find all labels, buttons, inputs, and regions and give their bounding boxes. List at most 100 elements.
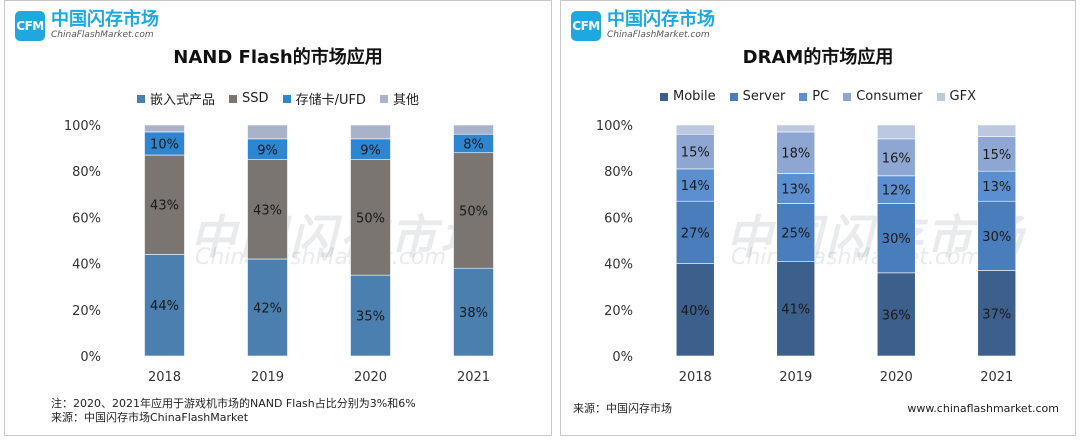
chart-title: NAND Flash的市场应用 xyxy=(173,47,383,68)
data-label: 16% xyxy=(882,151,911,166)
bar-segment xyxy=(977,124,1017,137)
data-label: 38% xyxy=(459,306,488,321)
bar-segment xyxy=(350,274,391,357)
legend-label: 存储卡/UFD xyxy=(295,93,366,108)
chart-legend: 嵌入式产品 SSD 存储卡/UFD 其他 xyxy=(5,89,551,108)
bar-segment xyxy=(675,168,715,202)
dram-chart-panel: CFM 中国闪存市场 ChinaFlashMarket.com DRAM的市场应… xyxy=(560,0,1076,436)
legend-item: 嵌入式产品 xyxy=(137,89,215,108)
cfm-logo-mark: CFM xyxy=(571,11,601,41)
legend-label: GFX xyxy=(949,89,976,104)
bar-segment xyxy=(776,203,816,262)
y-tick-label: 60% xyxy=(604,211,633,226)
bar-segment xyxy=(776,131,816,174)
legend-item: PC xyxy=(799,89,829,104)
logo-en-text: ChinaFlashMarket.com xyxy=(607,30,710,40)
legend-swatch xyxy=(229,94,238,103)
bar-segment xyxy=(247,159,288,260)
bar-segment xyxy=(977,200,1017,271)
data-label: 13% xyxy=(781,183,810,198)
x-tick-label: 2018 xyxy=(679,370,712,385)
legend-item: Consumer xyxy=(843,89,923,104)
legend-label: 嵌入式产品 xyxy=(150,93,216,108)
y-tick-label: 20% xyxy=(604,304,633,319)
legend-swatch xyxy=(799,92,808,101)
data-label: 40% xyxy=(681,304,710,319)
legend-swatch xyxy=(379,94,388,103)
data-label: 43% xyxy=(253,203,282,218)
legend-item: SSD xyxy=(229,89,269,108)
x-tick-label: 2019 xyxy=(251,370,284,385)
data-label: 15% xyxy=(982,148,1011,163)
nand-chart-svg: 0% 20% 40% 60% 80% 100% 44% 43% 10% 2018 42% 43% 9% 2… xyxy=(64,119,494,385)
data-label: 37% xyxy=(982,307,1011,322)
y-tick-label: 60% xyxy=(72,211,101,226)
cfm-logo-mark: CFM xyxy=(15,11,45,41)
data-label: 13% xyxy=(982,180,1011,195)
cfm-logo: CFM 中国闪存市场 ChinaFlashMarket.com xyxy=(15,11,159,41)
data-label: 35% xyxy=(356,310,385,325)
legend-item: GFX xyxy=(936,89,976,104)
data-label: 15% xyxy=(681,146,710,161)
y-tick-label: 0% xyxy=(80,350,101,365)
bar-segment xyxy=(876,203,916,274)
data-label: 27% xyxy=(681,226,710,241)
data-label: 50% xyxy=(459,204,488,219)
legend-swatch xyxy=(936,92,945,101)
x-tick-label: 2018 xyxy=(148,370,181,385)
legend-label: Mobile xyxy=(673,89,716,104)
bar-segment xyxy=(247,124,288,140)
data-label: 18% xyxy=(781,147,810,162)
bar-segment xyxy=(453,124,494,135)
data-label: 36% xyxy=(882,308,911,323)
data-label: 50% xyxy=(356,211,385,226)
bar-segment xyxy=(453,267,494,357)
legend-label: Consumer xyxy=(856,89,923,104)
logo-cn-text: 中国闪存市场 xyxy=(607,9,715,30)
y-tick-label: 80% xyxy=(604,165,633,180)
bar-segment xyxy=(876,138,916,177)
logo-en-text: ChinaFlashMarket.com xyxy=(51,30,154,40)
data-label: 10% xyxy=(150,137,179,152)
bar-segment xyxy=(350,124,391,140)
bar-segment xyxy=(453,152,494,269)
legend-label: Server xyxy=(742,89,786,104)
y-tick-label: 40% xyxy=(72,258,101,273)
data-label: 30% xyxy=(982,230,1011,245)
cfm-logo: CFM 中国闪存市场 ChinaFlashMarket.com xyxy=(571,11,715,41)
data-label: 9% xyxy=(257,143,278,158)
legend-label: PC xyxy=(812,89,830,104)
data-label: 8% xyxy=(463,137,484,152)
chart-legend: Mobile Server PC Consumer GFX xyxy=(561,89,1075,104)
footnote-line-1: 注：2020、2021年应用于游戏机市场的NAND Flash占比分别为3%和6… xyxy=(51,397,416,410)
data-label: 41% xyxy=(781,303,810,318)
legend-swatch xyxy=(282,94,291,103)
bar-segment xyxy=(675,124,715,135)
y-tick-label: 100% xyxy=(64,119,101,134)
legend-item: Mobile xyxy=(660,89,716,104)
bar-segment xyxy=(876,272,916,357)
legend-swatch xyxy=(137,94,146,103)
data-label: 30% xyxy=(882,232,911,247)
x-tick-label: 2020 xyxy=(354,370,387,385)
legend-item: 其他 xyxy=(379,89,419,108)
logo-cn-text: 中国闪存市场 xyxy=(51,9,159,30)
y-tick-label: 20% xyxy=(72,304,101,319)
legend-swatch xyxy=(660,92,668,101)
bar-segment xyxy=(675,133,715,170)
data-label: 43% xyxy=(150,199,179,214)
y-tick-label: 40% xyxy=(604,258,633,273)
website-note: www.chinaflashmarket.com xyxy=(907,402,1059,415)
data-label: 25% xyxy=(781,226,810,241)
y-tick-label: 0% xyxy=(612,350,633,365)
source-note: 来源：中国闪存市场 xyxy=(573,402,672,415)
legend-label: SSD xyxy=(242,91,269,106)
bar-segment xyxy=(675,263,715,357)
data-label: 12% xyxy=(882,184,911,199)
bar-segment xyxy=(977,136,1017,172)
nand-chart-panel: CFM 中国闪存市场 ChinaFlashMarket.com NAND Fla… xyxy=(4,0,552,436)
legend-label: 其他 xyxy=(392,93,419,108)
footnote-line-2: 来源：中国闪存市场ChinaFlashMarket xyxy=(51,411,249,424)
legend-item: Server xyxy=(729,89,786,104)
x-tick-label: 2020 xyxy=(880,370,913,385)
